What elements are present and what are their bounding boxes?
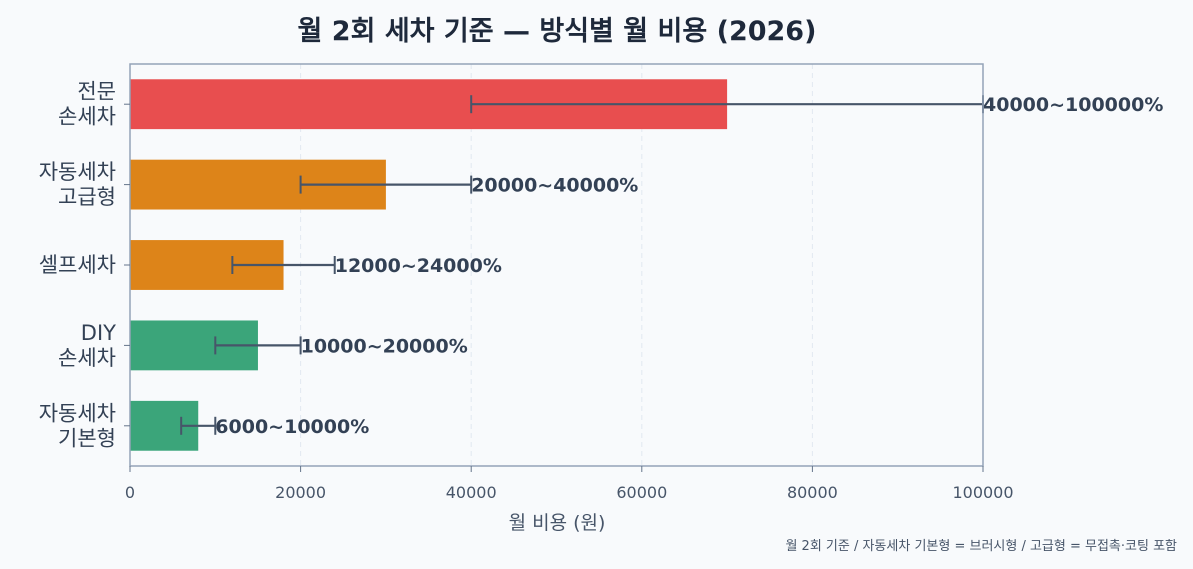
footnote: 월 2회 기준 / 자동세차 기본형 = 브러시형 / 고급형 = 무접촉·코팅… [785, 539, 1177, 554]
y-tick-label: 기본형 [58, 426, 116, 450]
y-tick-label: 손세차 [58, 346, 116, 370]
data-label: 40000~100000% [983, 94, 1163, 116]
data-label: 10000~20000% [301, 335, 468, 357]
x-tick-label: 20000 [275, 483, 326, 502]
error-bar [299, 175, 473, 194]
x-tick-label: 100000 [952, 483, 1013, 502]
x-tick-label: 80000 [787, 483, 838, 502]
data-label: 20000~40000% [471, 175, 638, 197]
error-bar [231, 256, 336, 274]
x-axis-label: 월 비용 (원) [509, 512, 606, 534]
error-bar [214, 336, 302, 355]
x-tick-label: 60000 [616, 483, 667, 502]
x-tick-label: 0 [125, 483, 135, 502]
data-label: 12000~24000% [335, 255, 502, 277]
data-label: 6000~10000% [215, 416, 369, 438]
chart-title: 월 2회 세차 기준 — 방식별 월 비용 (2026) [298, 16, 817, 47]
error-bar [180, 416, 217, 435]
y-tick-label: 전문 [77, 80, 116, 104]
y-tick-label: 손세차 [58, 105, 116, 129]
data-labels: 40000~100000% 20000~40000% 12000~24000% 100… [215, 94, 1163, 438]
y-tick-label: 고급형 [58, 185, 116, 209]
y-tick-label: 셀프세차 [39, 253, 116, 277]
y-tick-label: 자동세차 [39, 160, 116, 184]
y-tick-label: DIY [81, 321, 116, 345]
x-tick-label: 40000 [446, 483, 497, 502]
error-bars [180, 95, 984, 435]
x-axis: 0 20000 40000 60000 80000 100000 [125, 466, 1014, 502]
y-tick-label: 자동세차 [39, 401, 116, 425]
